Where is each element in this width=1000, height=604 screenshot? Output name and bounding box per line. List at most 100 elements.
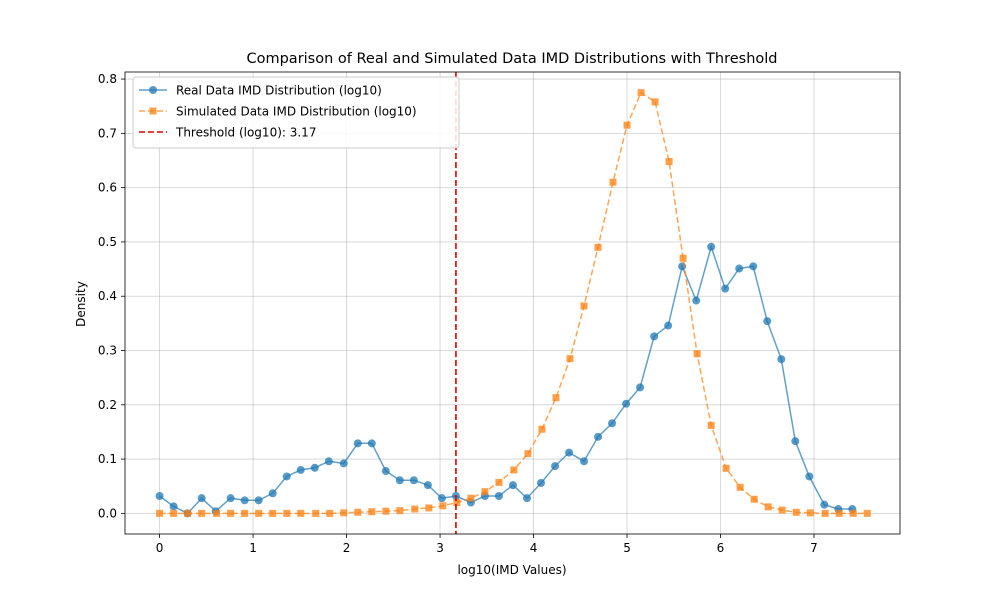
data-point — [692, 296, 701, 305]
x-tick-label: 3 — [436, 541, 444, 555]
y-tick-label: 0.5 — [98, 235, 117, 249]
data-point — [254, 496, 263, 505]
data-point — [227, 509, 235, 517]
data-point — [735, 264, 744, 273]
data-point — [241, 509, 249, 517]
data-point — [551, 462, 560, 471]
data-point — [437, 494, 446, 503]
data-point — [623, 121, 631, 129]
data-point — [226, 494, 235, 503]
data-point — [197, 494, 206, 503]
data-point — [353, 439, 362, 448]
legend-marker — [149, 107, 157, 115]
data-point — [155, 491, 164, 500]
data-point — [524, 450, 532, 458]
data-point — [707, 421, 715, 429]
data-point — [184, 509, 192, 517]
data-point — [664, 321, 673, 330]
data-point — [777, 355, 786, 364]
data-point — [296, 465, 305, 474]
data-point — [608, 419, 617, 428]
y-tick-label: 0.8 — [98, 72, 117, 86]
data-point — [863, 509, 871, 517]
data-point — [411, 505, 419, 513]
data-point — [565, 448, 574, 457]
data-point — [750, 495, 758, 503]
y-axis-label: Density — [74, 281, 88, 327]
x-tick-label: 1 — [249, 541, 257, 555]
data-point — [354, 508, 362, 516]
data-point — [609, 178, 617, 186]
data-point — [494, 491, 503, 500]
y-tick-label: 0.0 — [98, 506, 117, 520]
x-tick-label: 2 — [343, 541, 351, 555]
data-point — [240, 496, 249, 505]
data-point — [707, 242, 716, 251]
data-point — [312, 509, 320, 517]
data-point — [326, 509, 334, 517]
x-tick-label: 0 — [156, 541, 164, 555]
data-point — [566, 355, 574, 363]
data-point — [467, 494, 475, 502]
data-point — [339, 459, 348, 468]
data-point — [368, 508, 376, 516]
data-point — [423, 481, 432, 490]
x-tick-label: 4 — [530, 541, 538, 555]
data-point — [749, 262, 758, 271]
data-point — [310, 463, 319, 472]
legend-label: Threshold (log10): 3.17 — [175, 126, 316, 140]
legend-label: Simulated Data IMD Distribution (log10) — [176, 105, 417, 119]
data-point — [340, 509, 348, 517]
data-point — [849, 509, 857, 517]
data-point — [580, 457, 589, 466]
data-point — [835, 509, 843, 517]
data-point — [637, 89, 645, 97]
plot-frame — [124, 71, 901, 535]
y-tick-label: 0.6 — [98, 181, 117, 195]
data-point — [510, 466, 518, 474]
data-point — [650, 332, 659, 341]
data-point — [213, 509, 221, 517]
data-point — [283, 509, 291, 517]
legend-label: Real Data IMD Distribution (log10) — [176, 84, 382, 98]
data-point — [367, 439, 376, 448]
data-point — [453, 499, 461, 507]
data-point — [806, 509, 814, 517]
data-point — [622, 399, 631, 408]
legend-box — [132, 76, 460, 149]
legend-marker — [149, 86, 157, 94]
data-point — [792, 508, 800, 516]
x-axis-label: log10(IMD Values) — [457, 563, 566, 577]
data-point — [282, 472, 291, 481]
data-point — [324, 457, 333, 466]
data-point — [665, 158, 673, 166]
x-tick-label: 5 — [623, 541, 631, 555]
data-point — [778, 506, 786, 514]
data-point — [821, 509, 829, 517]
data-point — [409, 476, 418, 485]
chart-title: Comparison of Real and Simulated Data IM… — [246, 51, 777, 67]
data-point — [693, 350, 701, 358]
data-point — [395, 476, 404, 485]
data-point — [156, 509, 164, 517]
data-point — [198, 509, 206, 517]
data-point — [297, 509, 305, 517]
data-point — [764, 503, 772, 511]
data-point — [538, 425, 546, 433]
data-point — [481, 488, 489, 496]
data-point — [736, 483, 744, 491]
data-point — [636, 383, 645, 392]
y-tick-label: 0.4 — [98, 289, 117, 303]
data-point — [508, 481, 517, 490]
data-point — [791, 437, 800, 446]
data-point — [522, 494, 531, 503]
y-tick-label: 0.2 — [98, 398, 117, 412]
data-point — [255, 509, 263, 517]
data-point — [651, 98, 659, 106]
data-point — [169, 502, 178, 511]
y-tick-label: 0.1 — [98, 452, 117, 466]
data-point — [269, 509, 277, 517]
data-point — [381, 467, 390, 476]
data-point — [552, 394, 560, 402]
